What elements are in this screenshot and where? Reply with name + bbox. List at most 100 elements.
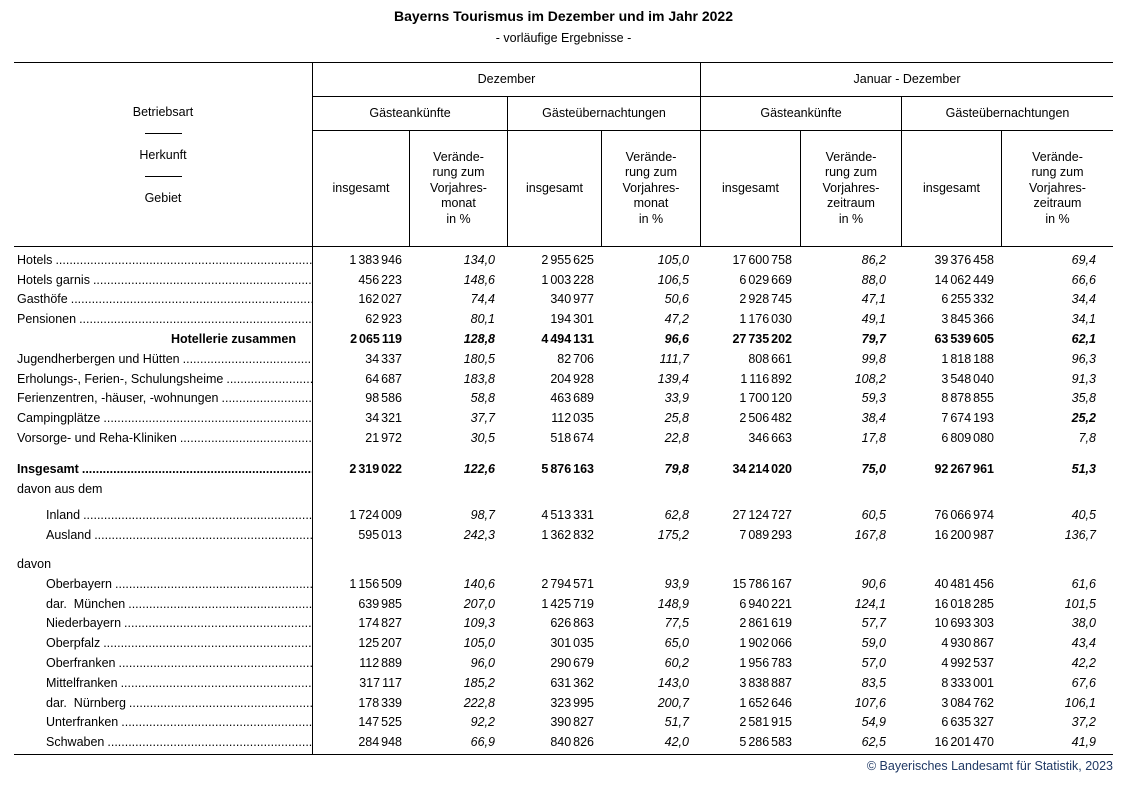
table-row: dar. Nürnberg 178 339 222,8 323 995 200,7 1 6… (14, 693, 1113, 713)
row-label: Oberbayern (14, 577, 313, 591)
value-total: 1 724 009 (349, 508, 402, 523)
value-total: 5 876 163 (541, 461, 594, 476)
table-row: Unterfranken 147 525 92,2 390 827 51,7 2 581 … (14, 713, 1113, 733)
value-change-percent: 143,0 (657, 675, 689, 690)
value-total: 6 940 221 (739, 596, 792, 611)
table-row: Mittelfranken 317 117 185,2 631 362 143,0 3 8… (14, 673, 1113, 693)
tourism-table: Betriebsart Herkunft Gebiet Dezember Gäs… (14, 62, 1113, 756)
subgroup-arrivals-title: Gästeankünfte (701, 97, 901, 131)
dot-leader (180, 431, 313, 445)
value-change-percent: 42,0 (664, 735, 689, 750)
value-change-percent: 51,3 (1071, 461, 1096, 476)
row-label-text: Mittelfranken (46, 675, 118, 690)
value-total: 2 928 745 (739, 292, 792, 307)
value-change-percent: 136,7 (1064, 528, 1096, 543)
value-total: 15 786 167 (732, 576, 792, 591)
table-row: Hotellerie zusammen 2 065 119 128,8 4 494 1… (14, 329, 1113, 349)
value-total: 1 362 832 (541, 528, 594, 543)
value-change-percent: 96,6 (664, 332, 689, 347)
value-change-percent: 77,5 (664, 616, 689, 631)
value-total: 16 200 987 (934, 528, 994, 543)
value-total: 626 863 (550, 616, 594, 631)
value-total: 290 679 (550, 656, 594, 671)
value-change-percent: 60,5 (861, 508, 886, 523)
table-row: Erholungs-, Ferien-, Schulungsheime 64 68… (14, 369, 1113, 389)
value-total: 1 700 120 (739, 391, 792, 406)
value-change-percent: 57,7 (861, 616, 886, 631)
row-label-text: Pensionen (17, 312, 77, 327)
dot-leader (121, 715, 313, 729)
value-change-percent: 148,6 (463, 272, 495, 287)
stub-betriebsart: Betriebsart (132, 104, 194, 119)
value-change-percent: 57,0 (861, 656, 886, 671)
row-label-text: Jugendherbergen und Hütten (17, 351, 180, 366)
value-change-percent: 41,9 (1071, 735, 1096, 750)
value-change-percent: 51,7 (664, 715, 689, 730)
value-change-percent: 122,6 (463, 461, 495, 476)
section-row: davon (14, 554, 1113, 574)
col-header-change-period: Verände- rung zum Vorjahres- zeitraum in… (822, 149, 880, 226)
row-label: Hotels garnis (14, 273, 313, 287)
value-change-percent: 75,0 (861, 461, 886, 476)
dot-leader (71, 292, 313, 306)
value-change-percent: 124,1 (854, 596, 886, 611)
dot-leader (115, 577, 313, 591)
col-header-total: insgesamt (902, 131, 1002, 246)
row-label-text: Erholungs-, Ferien-, Schulungsheime (17, 371, 224, 386)
value-total: 463 689 (550, 391, 594, 406)
value-change-percent: 128,8 (463, 332, 495, 347)
row-label-text: davon (17, 557, 52, 572)
value-total: 1 116 892 (740, 371, 792, 386)
row-label: Erholungs-, Ferien-, Schulungsheime (14, 372, 313, 386)
row-label-text: Gasthöfe (17, 292, 68, 307)
value-change-percent: 62,5 (861, 735, 886, 750)
row-label-text: davon aus dem (17, 481, 103, 496)
row-label: Hotels (14, 253, 313, 267)
value-change-percent: 106,1 (1064, 695, 1096, 710)
row-label: Unterfranken (14, 715, 313, 729)
value-total: 1 156 509 (349, 576, 402, 591)
value-change-percent: 134,0 (463, 252, 495, 267)
value-change-percent: 17,8 (861, 431, 886, 446)
value-change-percent: 62,8 (664, 508, 689, 523)
table-row: Inland 1 724 009 98,7 4 513 331 62,8 27 124 7… (14, 506, 1113, 526)
value-change-percent: 105,0 (463, 636, 495, 651)
col-header-change-month: Verände- rung zum Vorjahres- monat in % (622, 149, 680, 226)
value-change-percent: 91,3 (1071, 371, 1096, 386)
value-change-percent: 183,8 (463, 371, 495, 386)
value-change-percent: 37,2 (1071, 715, 1096, 730)
value-change-percent: 34,1 (1071, 312, 1096, 327)
dot-leader (83, 508, 313, 522)
table-row: Pensionen 62 923 80,1 194 301 47,2 1 176 030 4… (14, 309, 1113, 329)
group-december-subs: Gästeankünfte insgesamt Verände- rung zu… (313, 97, 700, 246)
value-change-percent: 49,1 (861, 312, 886, 327)
row-label: Hotellerie zusammen (14, 332, 313, 346)
row-label-text: Hotels garnis (17, 272, 90, 287)
stub-gebiet: Gebiet (144, 190, 182, 205)
value-total: 2 581 915 (739, 715, 792, 730)
row-label: dar. München (14, 597, 313, 611)
table-row: Hotels 1 383 946 134,0 2 955 625 105,0 17 600… (14, 250, 1113, 270)
row-label: davon (14, 557, 313, 571)
row-label: davon aus dem (14, 482, 313, 496)
value-total: 63 539 605 (934, 332, 994, 347)
value-change-percent: 88,0 (861, 272, 886, 287)
row-label: Gasthöfe (14, 292, 313, 306)
value-change-percent: 140,6 (463, 576, 495, 591)
value-change-percent: 148,9 (657, 596, 689, 611)
table-row: Campingplätze 34 321 37,7 112 035 25,8 2 506 … (14, 408, 1113, 428)
subgroup-arrivals: Gästeankünfte insgesamt Verände- rung zu… (701, 97, 902, 246)
dot-leader (222, 391, 313, 405)
copyright-notice: © Bayerisches Landesamt für Statistik, 2… (866, 759, 1113, 773)
value-change-percent: 180,5 (463, 351, 495, 366)
row-label: Oberpfalz (14, 636, 313, 650)
table-row: Ausland 595 013 242,3 1 362 832 175,2 7 089 2… (14, 525, 1113, 545)
value-total: 6 029 669 (739, 272, 792, 287)
value-total: 204 928 (550, 371, 594, 386)
row-label: Ausland (14, 528, 313, 542)
dot-leader (103, 411, 313, 425)
value-change-percent: 99,8 (861, 351, 886, 366)
value-change-percent: 59,3 (861, 391, 886, 406)
value-total: 2 861 619 (739, 616, 792, 631)
value-change-percent: 65,0 (664, 636, 689, 651)
